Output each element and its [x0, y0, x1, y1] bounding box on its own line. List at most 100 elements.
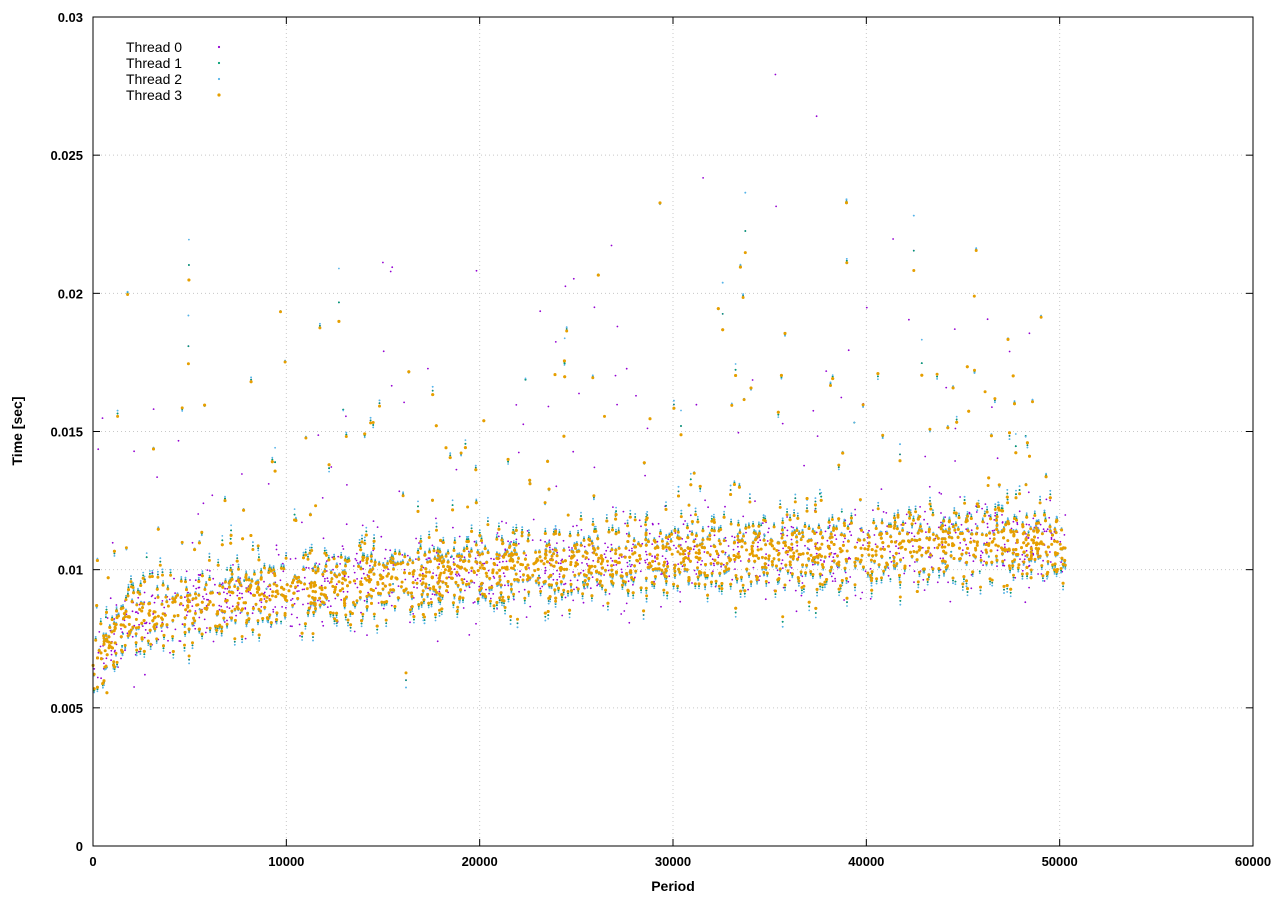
data-point: [959, 496, 961, 498]
data-point: [432, 390, 434, 392]
data-point: [144, 637, 146, 639]
data-point: [592, 560, 594, 562]
data-point: [594, 467, 596, 469]
data-point: [588, 558, 590, 560]
data-point: [291, 625, 293, 627]
data-point: [203, 502, 205, 504]
data-point: [767, 531, 769, 533]
data-point: [961, 524, 963, 526]
data-point: [924, 511, 926, 513]
data-point: [631, 564, 633, 566]
data-point: [684, 520, 686, 522]
data-point: [458, 573, 460, 575]
data-point: [604, 543, 606, 545]
data-point: [434, 594, 436, 596]
data-point: [342, 545, 344, 547]
data-point: [855, 595, 857, 597]
data-point: [695, 573, 697, 575]
data-point: [940, 522, 942, 524]
data-point: [485, 589, 487, 591]
data-point: [628, 550, 630, 552]
data-point: [565, 285, 567, 287]
data-point: [453, 558, 455, 560]
data-point: [942, 557, 944, 559]
data-point: [347, 591, 349, 593]
data-point: [375, 587, 377, 589]
data-point: [113, 633, 115, 635]
data-point: [456, 575, 458, 577]
data-point: [834, 580, 836, 582]
data-point: [330, 605, 332, 607]
data-point: [777, 569, 779, 571]
data-point: [833, 573, 835, 575]
data-point: [606, 517, 608, 519]
data-point: [975, 523, 977, 525]
data-point: [502, 561, 504, 563]
data-point: [345, 415, 347, 417]
data-point: [913, 581, 915, 583]
data-point: [816, 592, 818, 594]
data-point: [114, 650, 116, 652]
data-point: [816, 115, 818, 117]
data-point: [202, 596, 204, 598]
data-point: [169, 599, 171, 601]
data-point: [626, 562, 628, 564]
data-point: [685, 541, 687, 543]
data-point: [131, 584, 133, 586]
data-point: [510, 619, 512, 621]
data-point: [353, 565, 355, 567]
data-point: [93, 668, 95, 670]
data-point: [991, 406, 993, 408]
data-point: [885, 512, 887, 514]
data-point: [337, 556, 339, 558]
data-point: [954, 328, 956, 330]
data-point: [403, 402, 405, 404]
data-point: [222, 582, 224, 584]
data-point: [646, 559, 648, 561]
data-point: [203, 598, 205, 600]
data-point: [694, 545, 696, 547]
data-point: [988, 515, 990, 517]
data-point: [789, 580, 791, 582]
data-point: [820, 559, 822, 561]
data-point: [107, 617, 109, 619]
data-point: [796, 545, 798, 547]
data-point: [456, 469, 458, 471]
data-point: [541, 586, 543, 588]
data-point: [385, 549, 387, 551]
data-point: [590, 587, 592, 589]
data-point: [124, 649, 126, 651]
data-point: [627, 566, 629, 568]
data-point: [110, 597, 112, 599]
data-point: [1040, 524, 1042, 526]
data-point: [835, 538, 837, 540]
data-point: [717, 556, 719, 558]
data-point: [827, 540, 829, 542]
data-point: [623, 610, 625, 612]
data-point: [945, 387, 947, 389]
data-point: [556, 579, 558, 581]
data-point: [702, 177, 704, 179]
data-point: [490, 558, 492, 560]
data-point: [343, 591, 345, 593]
data-point: [312, 636, 314, 638]
data-point: [311, 547, 313, 549]
data-point: [98, 631, 100, 633]
data-point: [415, 538, 417, 540]
data-point: [594, 306, 596, 308]
data-point: [281, 606, 283, 608]
data-point: [704, 499, 706, 501]
data-point: [138, 624, 140, 626]
data-point: [145, 629, 147, 631]
data-point: [356, 560, 358, 562]
data-point: [1014, 577, 1016, 579]
data-point: [1047, 528, 1049, 530]
data-point: [641, 543, 643, 545]
data-point: [928, 556, 930, 558]
data-point: [602, 605, 604, 607]
data-point: [848, 557, 850, 559]
data-point: [308, 567, 310, 569]
data-point: [563, 540, 565, 542]
data-point: [505, 522, 507, 524]
data-point: [157, 574, 159, 576]
